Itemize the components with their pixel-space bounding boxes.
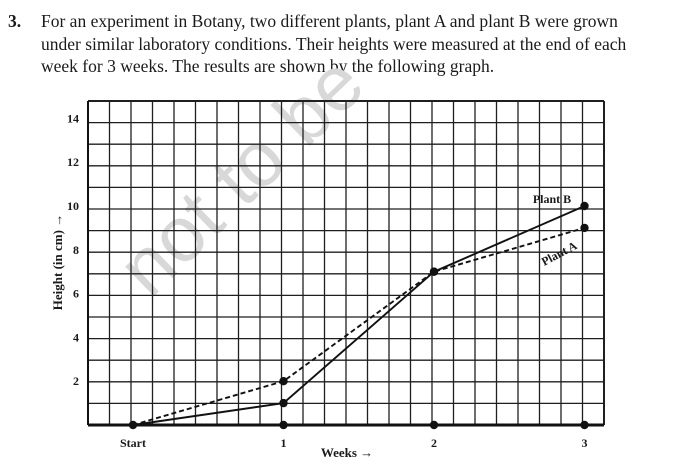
plant-b-line [132, 205, 585, 426]
axes [87, 101, 604, 430]
x-axis-point [279, 420, 288, 430]
plant-b-point [580, 201, 589, 211]
question-line: For an experiment in Botany, two differe… [41, 11, 618, 31]
y-tick-label: 8 [73, 243, 79, 257]
plant-b-label: Plant B [533, 192, 571, 206]
plant-b-point [429, 267, 439, 276]
x-tick-label: 3 [582, 436, 588, 450]
y-tick-label: 10 [67, 199, 79, 213]
y-tick-labels: 2 4 6 8 10 12 14 [67, 111, 79, 388]
x-tick-label: 1 [281, 436, 287, 450]
watermark-text: not to be [101, 38, 381, 312]
y-tick-label: 2 [73, 374, 79, 388]
x-tick-labels: Start 1 2 3 [120, 436, 588, 450]
question-number: 3. [8, 11, 22, 31]
plant-b-point [279, 398, 288, 408]
x-axis-title: Weeks → [321, 445, 373, 460]
plant-a-point [580, 223, 589, 233]
y-tick-label: 6 [73, 287, 79, 301]
y-axis-title: Height (in cm) → [50, 214, 65, 310]
question-text: For an experiment in Botany, two differe… [41, 10, 666, 78]
y-tick-label: 12 [67, 155, 79, 169]
x-tick-label: Start [120, 436, 146, 450]
x-axis-point [580, 420, 589, 430]
y-tick-label: 14 [67, 111, 79, 125]
question-line: under similar laboratory conditions. The… [41, 33, 627, 54]
series-layer [132, 201, 589, 426]
plant-a-line [132, 226, 585, 426]
watermark-layer: not to be [101, 38, 381, 312]
y-tick-label: 4 [73, 330, 79, 344]
plant-a-label: Plant A [539, 238, 580, 269]
question-line: week for 3 weeks. The results are shown … [41, 56, 495, 76]
x-axis-point [429, 420, 439, 430]
plant-a-point [279, 377, 288, 386]
x-tick-label: 2 [431, 436, 437, 450]
